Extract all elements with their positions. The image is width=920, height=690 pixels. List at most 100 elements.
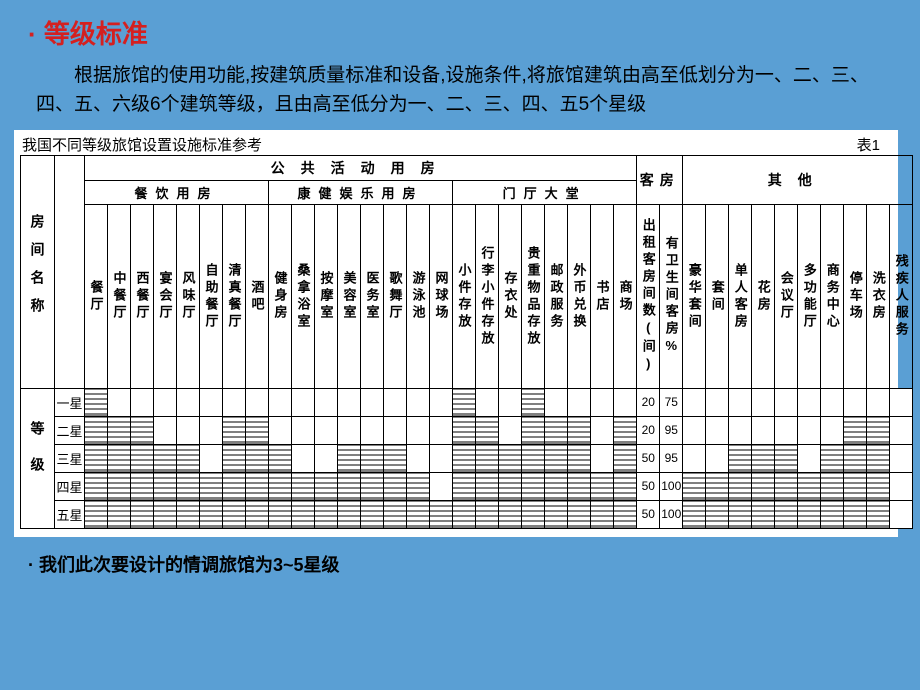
cell <box>890 388 913 416</box>
cell <box>131 416 154 444</box>
cell <box>844 444 867 472</box>
cell <box>223 416 246 444</box>
col-header: 歌舞厅 <box>386 205 405 385</box>
cell <box>798 416 821 444</box>
cell <box>200 500 223 528</box>
col-header: 单人客房 <box>731 205 750 385</box>
cell <box>591 500 614 528</box>
cell <box>177 500 200 528</box>
cell <box>844 500 867 528</box>
cell <box>131 388 154 416</box>
cell: 100 <box>660 472 683 500</box>
cell <box>407 444 430 472</box>
col-header: 行李小件存放 <box>478 205 497 385</box>
col-header: 多功能厅 <box>800 205 819 385</box>
cell <box>384 472 407 500</box>
cell: 75 <box>660 388 683 416</box>
cell <box>844 416 867 444</box>
cell <box>591 416 614 444</box>
cell <box>108 388 131 416</box>
cell <box>591 388 614 416</box>
cell <box>246 444 269 472</box>
cell <box>85 472 108 500</box>
cell <box>476 444 499 472</box>
cell: 50 <box>637 472 660 500</box>
cell <box>683 500 706 528</box>
cell <box>729 444 752 472</box>
cell <box>338 500 361 528</box>
cell <box>246 388 269 416</box>
grade-label: 等级 <box>28 421 48 493</box>
cell <box>568 444 591 472</box>
cell <box>545 416 568 444</box>
cell <box>798 472 821 500</box>
cell <box>108 472 131 500</box>
col-header: 医务室 <box>363 205 382 385</box>
sub-dining: 餐饮用房 <box>85 180 269 204</box>
cell <box>177 444 200 472</box>
cell <box>614 416 637 444</box>
cell <box>476 416 499 444</box>
cell <box>821 388 844 416</box>
cell <box>706 500 729 528</box>
cell <box>338 416 361 444</box>
col-header: 有卫生间客房% <box>662 205 681 385</box>
cell <box>315 444 338 472</box>
cell <box>269 500 292 528</box>
star-row-label: 四星 <box>55 472 85 500</box>
cell <box>499 472 522 500</box>
cell <box>798 500 821 528</box>
cell <box>614 472 637 500</box>
cell <box>430 416 453 444</box>
cell <box>292 472 315 500</box>
cell <box>384 500 407 528</box>
cell <box>867 500 890 528</box>
cell <box>131 444 154 472</box>
cell <box>499 500 522 528</box>
cell <box>453 444 476 472</box>
cell <box>867 416 890 444</box>
cell <box>200 472 223 500</box>
cell <box>292 416 315 444</box>
cell <box>361 416 384 444</box>
cell <box>85 416 108 444</box>
cell <box>292 500 315 528</box>
cell <box>361 388 384 416</box>
cell <box>384 444 407 472</box>
cell <box>476 472 499 500</box>
cell <box>177 416 200 444</box>
col-header: 中餐厅 <box>110 205 129 385</box>
cell <box>568 472 591 500</box>
col-header: 会议厅 <box>777 205 796 385</box>
col-header: 花房 <box>754 205 773 385</box>
col-header: 停车场 <box>846 205 865 385</box>
cell <box>752 472 775 500</box>
cell <box>706 444 729 472</box>
col-header: 按摩室 <box>317 205 336 385</box>
cell <box>453 472 476 500</box>
col-header: 出租客房间数(间) <box>639 205 658 385</box>
cell <box>706 472 729 500</box>
table-caption-right: 表1 <box>857 134 880 155</box>
cell <box>798 444 821 472</box>
cell <box>338 472 361 500</box>
cell <box>752 444 775 472</box>
star-row-label: 二星 <box>55 416 85 444</box>
cell <box>315 500 338 528</box>
cell <box>844 472 867 500</box>
col-header: 邮政服务 <box>547 205 566 385</box>
cell <box>430 472 453 500</box>
cell <box>384 388 407 416</box>
cell: 20 <box>637 416 660 444</box>
group-guestroom: 客房 <box>637 155 683 204</box>
table-caption-left: 我国不同等级旅馆设置设施标准参考 <box>22 134 262 155</box>
col-header: 游泳池 <box>409 205 428 385</box>
col-header: 网球场 <box>432 205 451 385</box>
cell <box>683 388 706 416</box>
col-header: 西餐厅 <box>133 205 152 385</box>
cell <box>821 500 844 528</box>
cell <box>154 388 177 416</box>
col-header: 自助餐厅 <box>202 205 221 385</box>
cell: 50 <box>637 444 660 472</box>
cell <box>131 472 154 500</box>
